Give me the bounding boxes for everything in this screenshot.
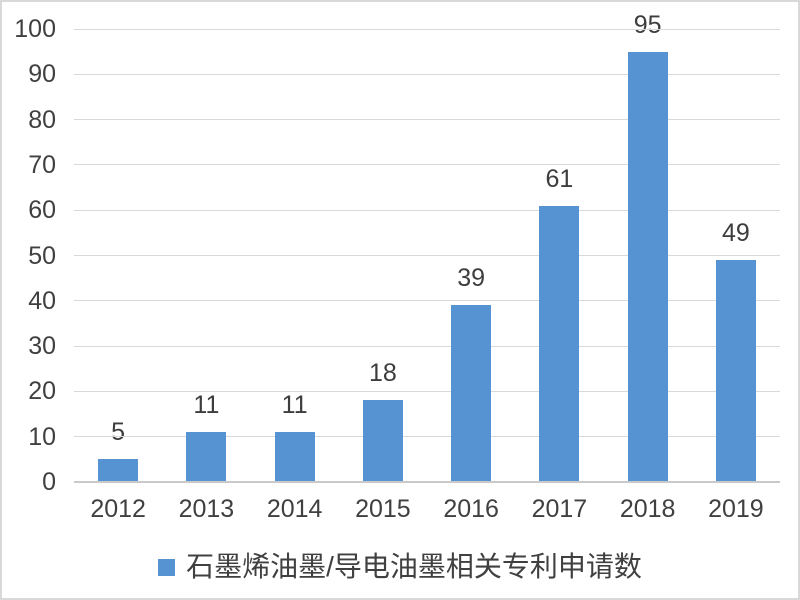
x-tick-label: 2016	[443, 495, 499, 523]
y-axis: 0 10 20 30 40 50 60 70 80 90 100	[2, 16, 56, 495]
x-tick-label: 2014	[266, 495, 323, 523]
bar-value-label: 11	[193, 391, 220, 420]
bar	[715, 260, 756, 482]
x-tick-label: 2019	[708, 495, 764, 523]
bar-column: 11	[251, 29, 339, 482]
x-tick-label: 2018	[619, 495, 676, 523]
bar	[186, 432, 227, 482]
x-axis-line	[74, 481, 780, 483]
bar	[362, 400, 403, 482]
gridline	[74, 209, 780, 211]
gridline	[74, 345, 780, 347]
bar-column: 61	[515, 29, 603, 482]
bar-value-label: 49	[721, 219, 750, 248]
x-tick-label: 2013	[178, 495, 235, 523]
x-tick-label: 2012	[90, 495, 146, 523]
bar-column: 95	[604, 12, 692, 482]
bar	[274, 432, 315, 482]
bar-value-label: 95	[633, 10, 662, 39]
bar-series: 5 11 11 18 39 61 95 49	[74, 12, 780, 482]
legend-marker-icon	[158, 558, 176, 576]
x-axis: 2012 2013 2014 2015 2016 2017 2018 2019	[74, 494, 780, 524]
gridline	[74, 73, 780, 75]
bar-value-label: 11	[281, 391, 308, 420]
bar-column: 5	[74, 29, 162, 482]
bar-column: 39	[427, 29, 515, 482]
bar	[539, 205, 580, 482]
gridline	[74, 436, 780, 438]
y-tick-label: 10	[28, 422, 56, 451]
y-tick-label: 90	[28, 60, 56, 89]
bar-value-label: 61	[545, 164, 574, 193]
bar-column: 49	[692, 29, 780, 482]
y-tick-label: 80	[28, 105, 56, 134]
gridline	[74, 28, 780, 30]
x-tick-label: 2015	[355, 495, 411, 523]
bar-value-label: 39	[457, 264, 486, 293]
y-tick-label: 60	[28, 196, 56, 225]
bar-value-label: 5	[111, 418, 126, 447]
gridline	[74, 164, 780, 166]
y-tick-label: 50	[28, 241, 56, 270]
y-tick-label: 0	[42, 468, 56, 496]
plot-area: 5 11 11 18 39 61 95 49	[74, 12, 780, 483]
y-tick-label: 30	[28, 332, 56, 361]
y-tick-label: 100	[14, 15, 56, 43]
y-tick-label: 40	[28, 286, 56, 315]
y-tick-label: 20	[28, 377, 56, 406]
bar-value-label: 18	[368, 359, 397, 388]
y-tick-label: 70	[28, 150, 56, 179]
bar-column: 11	[162, 29, 250, 482]
bar	[98, 459, 139, 482]
x-tick-label: 2017	[531, 495, 588, 523]
bar	[627, 51, 668, 482]
bar-column: 18	[339, 29, 427, 482]
legend: 石墨烯油墨/导电油墨相关专利申请数	[2, 550, 798, 584]
gridline	[74, 300, 780, 302]
legend-label: 石墨烯油墨/导电油墨相关专利申请数	[186, 551, 642, 582]
gridline	[74, 255, 780, 256]
gridline	[74, 390, 780, 392]
bar	[451, 305, 492, 482]
gridline	[74, 119, 780, 121]
